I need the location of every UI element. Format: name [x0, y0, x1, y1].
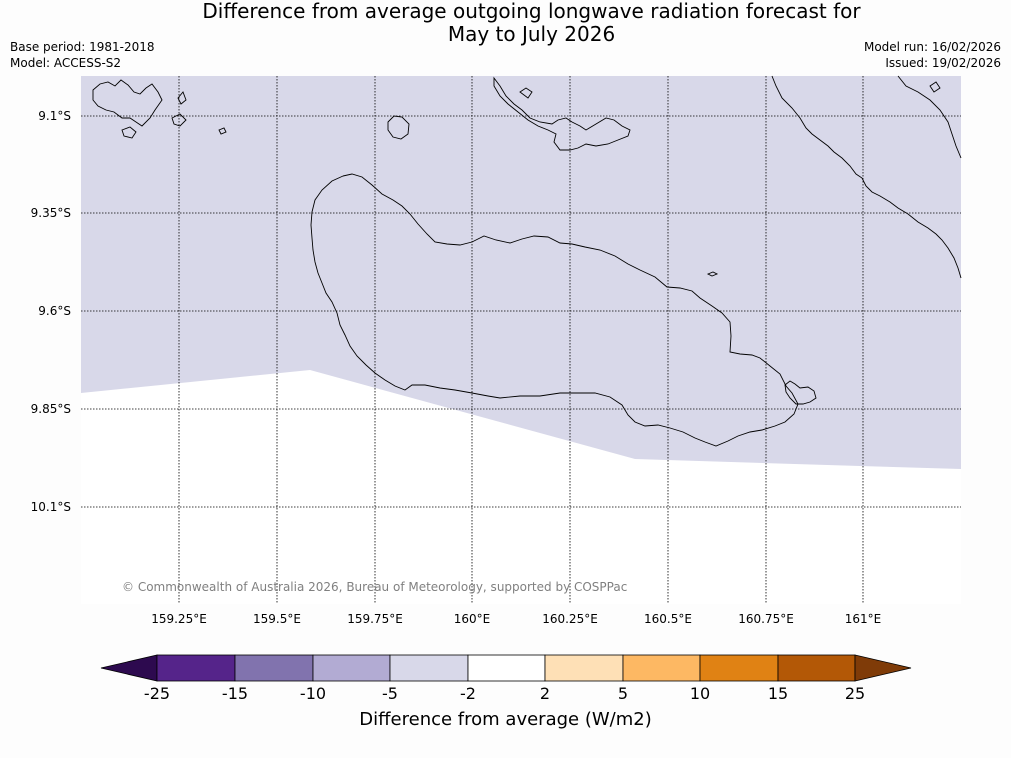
anomaly-region — [81, 76, 961, 469]
islet-russell-b — [171, 113, 187, 127]
chart-title: Difference from average outgoing longwav… — [0, 0, 1011, 46]
graticule — [81, 76, 961, 604]
copyright-notice: © Commonwealth of Australia 2026, Bureau… — [122, 580, 628, 594]
lat-label: 9.85°S — [30, 402, 71, 416]
colorbar — [100, 654, 912, 682]
lat-label: 10.1°S — [30, 500, 71, 514]
lon-label: 160.25°E — [542, 612, 598, 626]
colorbar-tick-label: -2 — [460, 684, 476, 703]
lon-label: 159.25°E — [151, 612, 207, 626]
lon-label: 161°E — [844, 612, 882, 626]
colorbar-tick-label: -10 — [299, 684, 327, 703]
coastlines — [92, 75, 962, 447]
colorbar-segment — [467, 654, 546, 682]
colorbar-tick-label: -25 — [143, 684, 171, 703]
colorbar-segment — [156, 654, 236, 682]
island-russell — [92, 79, 163, 127]
colorbar-segment — [699, 654, 779, 682]
issued-date: Issued: 19/02/2026 — [885, 56, 1001, 70]
lon-label: 159.75°E — [347, 612, 403, 626]
colorbar-tick-label: -15 — [221, 684, 249, 703]
islet-malaita-a — [929, 81, 941, 93]
colorbar-segment — [389, 654, 469, 682]
islet-florida-a — [519, 87, 533, 99]
colorbar-extend-low — [100, 654, 158, 682]
island-guadalcanal — [310, 173, 799, 447]
colorbar-extend-high — [854, 654, 912, 682]
colorbar-title: Difference from average (W/m2) — [359, 709, 652, 730]
colorbar-tick-label: -5 — [382, 684, 398, 703]
colorbar-segment — [312, 654, 391, 682]
title-line-1: Difference from average outgoing longwav… — [202, 0, 861, 23]
islet-north — [706, 271, 719, 277]
lon-label: 160.75°E — [738, 612, 794, 626]
islet-east — [784, 380, 817, 405]
islet-russell-d — [177, 91, 187, 105]
colorbar-segment — [234, 654, 314, 682]
lat-label: 9.6°S — [38, 304, 71, 318]
colorbar-tick-label: 5 — [617, 684, 629, 703]
colorbar-segment — [544, 654, 624, 682]
lon-label: 159.5°E — [253, 612, 301, 626]
lat-label: 9.1°S — [38, 109, 71, 123]
meta-left: Base period: 1981-2018 Model: ACCESS-S2 — [10, 39, 155, 71]
lon-label: 160°E — [453, 612, 491, 626]
islet-russell-a — [121, 126, 137, 139]
lat-label: 9.35°S — [30, 206, 71, 220]
island-malaita-coast — [771, 75, 962, 279]
model-run: Model run: 16/02/2026 — [863, 40, 1001, 54]
model-name: Model: ACCESS-S2 — [10, 56, 122, 70]
colorbar-tick-label: 15 — [767, 684, 789, 703]
island-malaita-north — [897, 75, 962, 159]
colorbar-segment — [777, 654, 856, 682]
base-period: Base period: 1981-2018 — [10, 40, 155, 54]
colorbar-tick-label: 2 — [539, 684, 551, 703]
colorbar-segment — [622, 654, 701, 682]
colorbar-tick-label: 25 — [844, 684, 866, 703]
island-florida — [493, 76, 631, 151]
lon-label: 160.5°E — [644, 612, 692, 626]
islet-russell-c — [218, 127, 227, 135]
colorbar-tick-label: 10 — [689, 684, 711, 703]
meta-right: Model run: 16/02/2026 Issued: 19/02/2026 — [864, 39, 1001, 71]
title-line-2: May to July 2026 — [447, 22, 616, 46]
